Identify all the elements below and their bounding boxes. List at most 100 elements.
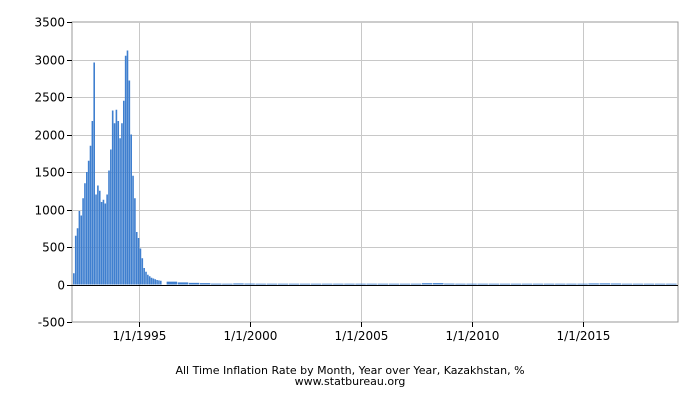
bar [124,55,127,285]
bar [211,283,222,285]
chart-title: All Time Inflation Rate by Month, Year o… [175,364,525,377]
bar [166,281,178,285]
bar [299,283,311,285]
bar [154,279,157,285]
bar [455,283,466,285]
bar [310,283,322,285]
bar [137,238,140,285]
bar [102,199,105,285]
bar [134,198,136,285]
bar [643,283,655,285]
x-tick-label: 1/1/2005 [335,329,389,343]
bar [74,235,77,285]
y-tick-label: 2000 [34,129,65,143]
bar [115,109,118,285]
bar [566,283,577,285]
bar [610,283,622,285]
bar [255,283,266,285]
bar [466,283,477,285]
y-axis: -500 0 500 1000 1500 2000 2500 3000 3500 [34,16,72,330]
y-tick-label: 3000 [34,54,65,68]
bar [89,145,92,285]
bar [156,280,158,285]
bar [95,194,97,285]
bar [93,62,95,285]
bar [199,283,211,285]
bar [97,185,99,285]
bar [233,283,244,285]
bar [82,198,84,285]
bar [128,80,131,285]
bar [433,283,444,285]
bar [159,280,162,285]
bar [117,121,120,285]
bar [122,100,125,285]
bar [333,283,344,285]
bar [355,283,366,285]
y-tick-label: 0 [57,279,65,293]
bar [106,194,108,285]
bar [244,283,255,285]
bar [188,282,200,285]
x-tick-label: 1/1/2000 [224,329,278,343]
bar [132,175,134,285]
x-axis: 1/1/1995 1/1/2000 1/1/2005 1/1/2010 1/1/2015 [113,322,611,343]
bar [222,283,233,285]
bar [477,283,488,285]
bar [577,283,588,285]
bar [147,274,149,285]
bar [104,203,107,285]
bar [532,283,544,285]
bar [145,271,147,285]
y-tick-label: 3500 [34,16,65,30]
bar [399,283,411,285]
bars [72,50,678,286]
chart-subtitle: www.statbureau.org [294,375,406,388]
bar [91,121,94,285]
bar [444,283,455,285]
y-tick-label: 1500 [34,166,65,180]
bar [654,283,666,285]
bar [148,276,151,285]
bar [277,283,289,285]
bar [100,202,103,285]
bar [113,123,116,285]
x-tick-label: 1/1/2010 [446,329,500,343]
x-tick-label: 1/1/1995 [113,329,167,343]
bar [119,138,121,285]
bar [177,282,189,285]
bar [521,283,533,285]
bar [139,248,142,285]
bar [588,283,599,285]
bar [141,258,144,285]
bar [80,215,83,285]
bar [76,228,79,285]
bar [555,283,566,285]
bar [98,190,101,285]
bar [78,211,81,285]
bar [121,123,123,285]
bar [130,134,132,285]
bar [632,283,644,285]
bar [322,283,333,285]
y-tick-label: 1000 [34,204,65,218]
bar [73,273,75,285]
bar [499,283,511,285]
bar [152,278,155,285]
bar [388,283,400,285]
bar [110,149,112,285]
bar [86,172,88,285]
bar [377,283,389,285]
y-tick-label: 2500 [34,91,65,105]
y-tick-label: 500 [42,241,65,255]
bar [108,170,110,285]
bar [621,283,633,285]
bar [366,283,377,285]
bar [421,283,433,285]
bar [666,283,677,285]
bar [510,283,522,285]
x-tick-label: 1/1/2015 [557,329,611,343]
bar [158,280,160,285]
